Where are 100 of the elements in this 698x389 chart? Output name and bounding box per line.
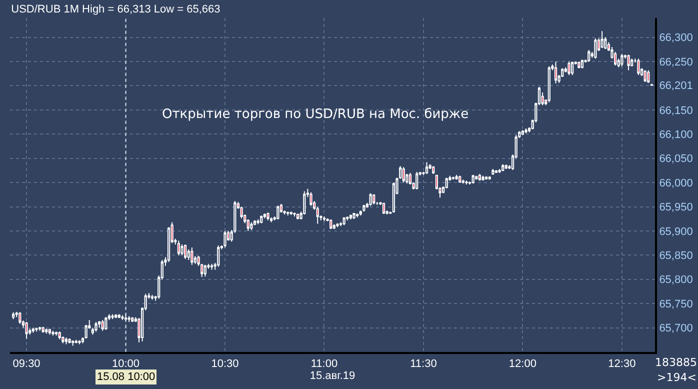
candlestick <box>458 175 462 184</box>
y-tick-label: 65,750 <box>659 298 693 310</box>
x-tick-label: 10:00 <box>112 358 140 370</box>
candlestick <box>339 222 342 227</box>
candlestick <box>428 164 432 170</box>
candlestick <box>408 172 412 186</box>
candlestick <box>432 166 435 174</box>
candlestick <box>568 61 570 76</box>
candlestick <box>620 53 624 67</box>
candlestick <box>356 213 359 218</box>
candlestick <box>332 224 336 230</box>
candlestick <box>94 321 98 332</box>
y-tick-label: 65,800 <box>659 274 693 286</box>
candlestick <box>578 61 580 69</box>
candlestick <box>263 213 266 219</box>
candlestick <box>644 70 646 82</box>
candlestick <box>250 222 253 231</box>
x-tick-label: 12:30 <box>608 358 636 370</box>
candlestick <box>445 177 448 189</box>
candlestick <box>276 205 280 220</box>
candlestick <box>455 174 458 180</box>
candlestick <box>111 314 114 320</box>
candlestick <box>190 246 194 266</box>
ref-line-label: 15.08 10:00 <box>97 371 156 383</box>
candlestick <box>12 312 15 320</box>
y-tick-label: 66,150 <box>659 104 693 117</box>
candlestick <box>48 328 51 336</box>
chart-title: USD/RUB 1M High = 66,313 Low = 65,663 <box>11 3 220 16</box>
x-tick-label: 12:00 <box>508 358 536 370</box>
candlestick <box>240 206 243 219</box>
candlestick <box>18 312 22 324</box>
candlestick <box>482 175 484 182</box>
candlestick <box>52 330 54 336</box>
candlestick <box>369 192 372 206</box>
candlestick <box>224 230 226 248</box>
text: >194< <box>657 371 696 384</box>
y-tick-label: 65,700 <box>659 322 693 335</box>
x-tick-label: 11:30 <box>410 358 437 370</box>
candlestick <box>177 240 180 256</box>
x-axis-title: 15.авг.19 <box>310 370 356 382</box>
y-tick-label: 66,250 <box>659 56 693 68</box>
candlestick <box>38 326 42 332</box>
candlestick <box>310 192 312 206</box>
candlestick <box>260 215 263 224</box>
candlestick <box>180 244 184 256</box>
candlestick <box>25 321 28 340</box>
candlestick <box>45 328 48 334</box>
candlestick <box>382 202 386 215</box>
candlestick <box>571 61 574 76</box>
candlestick <box>425 162 428 174</box>
candlestick <box>270 216 273 223</box>
candlestick <box>42 326 44 334</box>
candlestick <box>78 340 81 345</box>
candlestick <box>101 320 104 332</box>
x-tick-label: 09:30 <box>12 358 40 370</box>
candlestick <box>296 213 300 220</box>
candlestick <box>217 245 220 268</box>
candlestick <box>554 61 558 84</box>
x-tick-label: 10:30 <box>211 358 239 370</box>
candlestick <box>336 222 339 228</box>
candlestick <box>504 164 508 170</box>
candlestick <box>128 316 130 322</box>
candlestick <box>266 212 270 221</box>
candlestick <box>647 70 650 84</box>
candlestick <box>402 166 405 184</box>
candlestick <box>502 164 504 172</box>
y-tick-label: 66,050 <box>659 153 693 166</box>
candlestick <box>627 54 630 71</box>
candlestick <box>187 248 190 261</box>
y-tick-label: 65,950 <box>659 202 693 214</box>
candlestick <box>58 331 61 340</box>
candlestick <box>594 38 597 60</box>
candlestick <box>286 211 290 216</box>
candlestick <box>588 49 590 62</box>
candlestick <box>462 179 464 184</box>
candlestick <box>330 218 332 230</box>
candlestick <box>614 51 617 66</box>
y-tick-label: 65,900 <box>659 226 693 238</box>
x-tick-label: 11:00 <box>310 358 338 370</box>
candlestick <box>150 294 154 300</box>
candlestick <box>72 340 74 346</box>
candlestick <box>68 338 71 344</box>
candlestick <box>98 320 101 328</box>
text: 183885 <box>655 356 697 369</box>
candlestick <box>55 331 58 336</box>
candlestick <box>167 226 170 262</box>
candlestick <box>472 174 474 184</box>
candlestick <box>64 336 68 345</box>
y-tick-label: 66,300 <box>659 32 693 44</box>
candlestick <box>416 171 418 190</box>
candlestick <box>342 216 346 226</box>
candlestick <box>600 30 604 49</box>
candlestick <box>32 327 34 334</box>
candlestick <box>452 176 455 180</box>
candlestick <box>349 214 352 220</box>
candlestick <box>346 216 349 221</box>
candlestick <box>104 316 108 330</box>
candlestick <box>256 218 260 225</box>
candlestick <box>121 314 124 321</box>
candlestick <box>246 218 250 232</box>
